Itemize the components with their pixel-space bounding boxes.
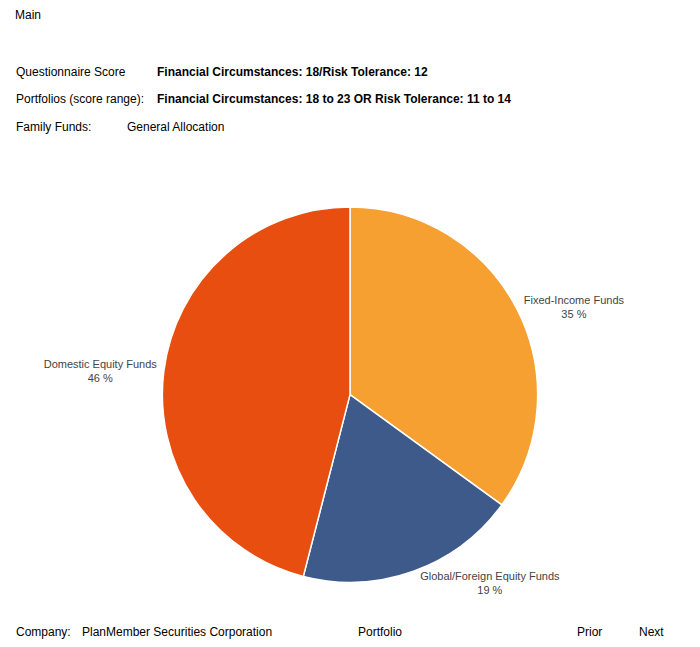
svg-text:Family Funds:: Family Funds: (16, 120, 91, 134)
svg-text:Financial Circumstances: 18 to: Financial Circumstances: 18 to 23 OR Ris… (157, 92, 511, 106)
svg-text:Next: Next (639, 625, 664, 639)
svg-text:Portfolios (score range):: Portfolios (score range): (16, 92, 144, 106)
svg-text:Global/Foreign Equity Funds19: Global/Foreign Equity Funds19 % (420, 570, 560, 596)
svg-text:Fixed-Income Funds35 %: Fixed-Income Funds35 % (524, 294, 625, 320)
svg-text:Main: Main (15, 8, 41, 22)
svg-text:PlanMember Securities Corporat: PlanMember Securities Corporation (82, 625, 272, 639)
svg-text:Domestic Equity Funds46 %: Domestic Equity Funds46 % (44, 358, 158, 384)
svg-text:Company:: Company: (16, 625, 71, 639)
svg-text:General Allocation: General Allocation (127, 120, 224, 134)
svg-text:Questionnaire Score: Questionnaire Score (16, 65, 126, 79)
svg-text:Prior: Prior (577, 625, 602, 639)
svg-text:Portfolio: Portfolio (358, 625, 402, 639)
svg-text:Financial Circumstances: 18/Ri: Financial Circumstances: 18/Risk Toleran… (157, 65, 428, 79)
